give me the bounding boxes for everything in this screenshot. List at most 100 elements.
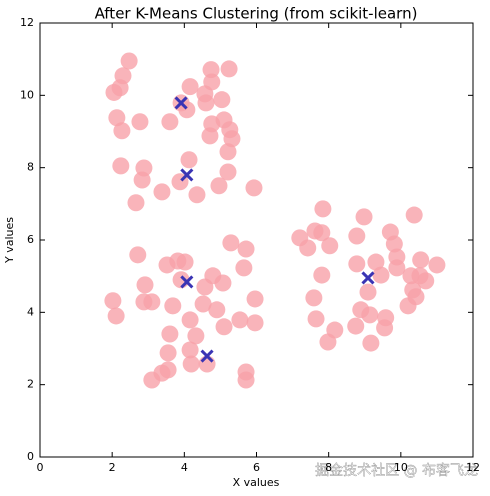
y-tick-label: 8 xyxy=(27,161,34,174)
data-point xyxy=(362,334,380,352)
data-point xyxy=(299,239,317,257)
data-point xyxy=(372,266,390,284)
data-point xyxy=(321,237,339,255)
centroid-marker xyxy=(200,349,214,363)
data-point xyxy=(359,283,377,301)
data-point xyxy=(219,143,237,161)
x-tick-label: 12 xyxy=(466,461,480,474)
data-point xyxy=(180,151,198,169)
data-point xyxy=(305,289,323,307)
data-point xyxy=(161,113,179,131)
x-axis-label: X values xyxy=(233,476,280,489)
data-point xyxy=(376,319,394,337)
data-point xyxy=(182,355,200,373)
data-point xyxy=(181,311,199,329)
data-point xyxy=(107,307,125,325)
data-point xyxy=(385,235,403,253)
data-point xyxy=(220,60,238,78)
y-tick-label: 4 xyxy=(27,305,34,318)
data-point xyxy=(246,314,264,332)
data-point xyxy=(131,113,149,131)
x-tick-label: 0 xyxy=(37,461,44,474)
chart-title: After K-Means Clustering (from scikit-le… xyxy=(95,5,418,23)
data-point xyxy=(111,79,129,97)
data-point xyxy=(214,274,232,292)
data-point xyxy=(164,297,182,315)
data-point xyxy=(313,224,331,242)
data-point xyxy=(210,177,228,195)
x-tick-label: 10 xyxy=(394,461,408,474)
data-point xyxy=(208,301,226,319)
data-point xyxy=(355,208,373,226)
data-point xyxy=(222,234,240,252)
data-point xyxy=(231,311,249,329)
centroid-marker xyxy=(180,168,194,182)
data-point xyxy=(112,157,130,175)
data-point xyxy=(202,61,220,79)
data-point xyxy=(223,130,241,148)
data-point xyxy=(181,341,199,359)
data-point xyxy=(347,317,365,335)
data-point xyxy=(129,246,147,264)
data-point xyxy=(314,200,332,218)
data-point xyxy=(181,78,199,96)
y-tick-label: 6 xyxy=(27,233,34,246)
data-point xyxy=(120,52,138,70)
x-tick-label: 6 xyxy=(253,461,260,474)
data-point xyxy=(367,253,385,271)
data-point xyxy=(417,272,435,290)
x-tick-label: 8 xyxy=(325,461,332,474)
data-point xyxy=(143,293,161,311)
x-tick-label: 4 xyxy=(181,461,188,474)
data-point xyxy=(197,94,215,112)
data-point xyxy=(246,290,264,308)
y-axis-label: Y values xyxy=(3,217,16,264)
data-point xyxy=(136,276,154,294)
data-point xyxy=(127,194,145,212)
y-tick-label: 10 xyxy=(20,88,34,101)
data-point xyxy=(307,310,325,328)
centroid-marker xyxy=(174,96,188,110)
data-point xyxy=(153,183,171,201)
data-point xyxy=(176,253,194,271)
data-point xyxy=(108,109,126,127)
data-point xyxy=(215,318,233,336)
data-point xyxy=(133,171,151,189)
data-point xyxy=(113,122,131,140)
data-point xyxy=(388,259,406,277)
data-point xyxy=(405,206,423,224)
centroid-marker xyxy=(361,271,375,285)
data-point xyxy=(161,325,179,343)
data-point xyxy=(196,278,214,296)
data-point xyxy=(399,297,417,315)
data-point xyxy=(213,91,231,109)
data-point xyxy=(313,266,331,284)
data-point xyxy=(412,251,430,269)
data-point xyxy=(348,255,366,273)
data-point xyxy=(188,186,206,204)
data-point xyxy=(245,179,263,197)
plot-frame xyxy=(39,22,474,458)
x-tick-label: 2 xyxy=(109,461,116,474)
y-tick-label: 12 xyxy=(20,16,34,29)
centroid-marker xyxy=(180,275,194,289)
data-point xyxy=(143,371,161,389)
data-point xyxy=(104,292,122,310)
watermark: 掘金技术社区 @ 布客飞龙 xyxy=(315,462,478,479)
y-tick-label: 2 xyxy=(27,378,34,391)
data-point xyxy=(348,227,366,245)
data-point xyxy=(319,333,337,351)
data-point xyxy=(235,259,253,277)
data-point xyxy=(187,327,205,345)
data-point xyxy=(428,256,446,274)
data-point xyxy=(201,127,219,145)
data-point xyxy=(237,371,255,389)
data-point xyxy=(219,163,237,181)
data-point xyxy=(361,306,379,324)
data-point xyxy=(194,295,212,313)
plot-area xyxy=(39,22,474,458)
data-point xyxy=(159,344,177,362)
y-tick-label: 0 xyxy=(27,450,34,463)
data-point xyxy=(237,240,255,258)
